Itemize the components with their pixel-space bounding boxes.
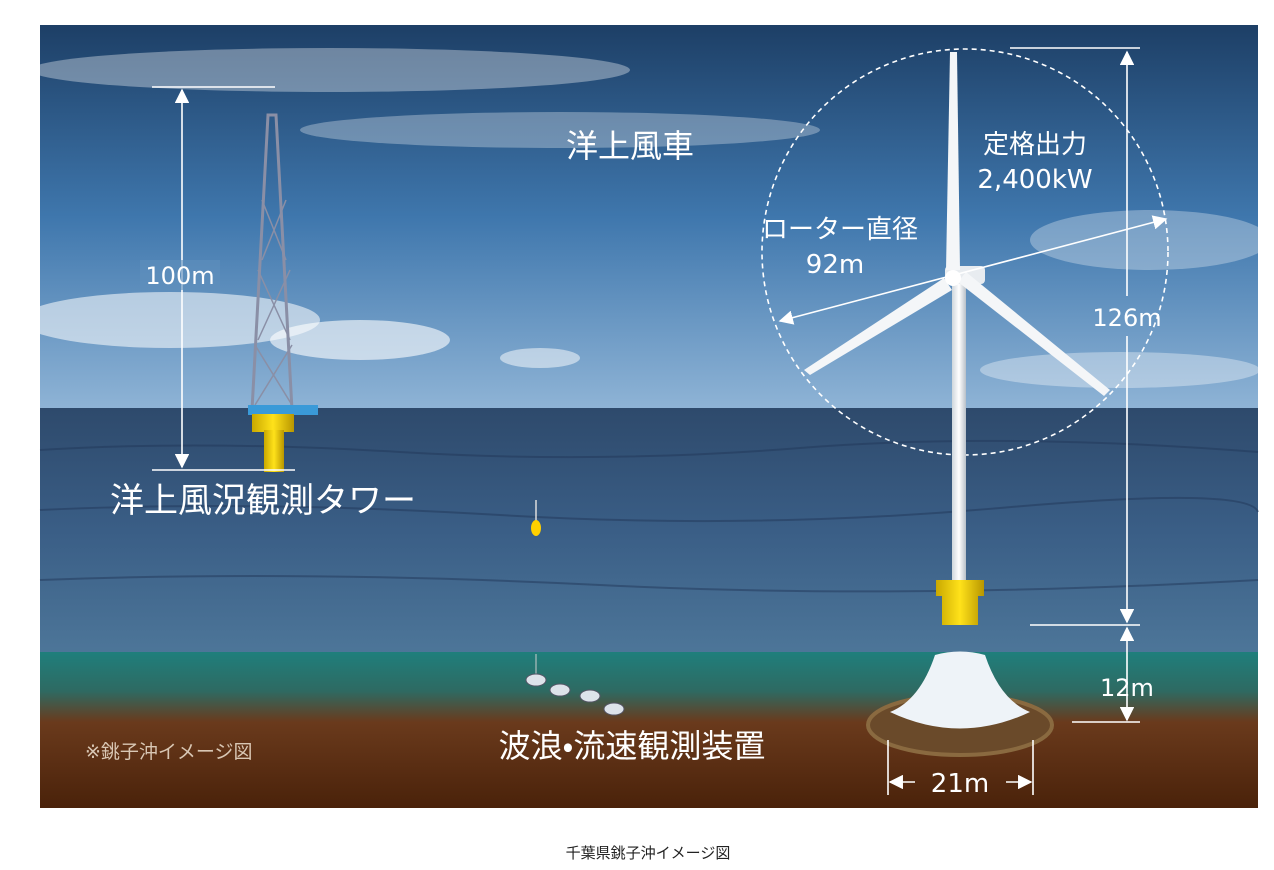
rotor-diameter-label: ローター直径 <box>762 215 918 245</box>
buoy <box>531 500 541 536</box>
wave-device <box>525 654 625 716</box>
wave-device-label: 波浪・流速観測装置 <box>499 727 766 765</box>
rated-output-label: 定格出力 <box>983 130 1087 160</box>
foundation-width: 21m <box>931 769 989 799</box>
waves <box>39 439 1259 593</box>
note: ※銚子沖イメージ図 <box>85 741 253 763</box>
turbine-height: 126m <box>1092 304 1161 332</box>
turbine-label: 洋上風車 <box>566 127 694 165</box>
seabed <box>40 652 1258 808</box>
label-bg <box>140 260 220 290</box>
met-tower <box>248 113 318 472</box>
rated-output-value: 2,400kW <box>977 165 1092 195</box>
water-depth: 12m <box>1100 674 1154 702</box>
tower-height: 100m <box>145 262 214 290</box>
sea <box>40 408 1258 654</box>
rotor-dimension <box>778 215 1168 325</box>
rotor-diameter-value: 92m <box>806 250 864 280</box>
tower-name: 洋上風況観測タワー <box>110 481 416 521</box>
caption: 千葉県銚子沖イメージ図 <box>566 844 731 862</box>
